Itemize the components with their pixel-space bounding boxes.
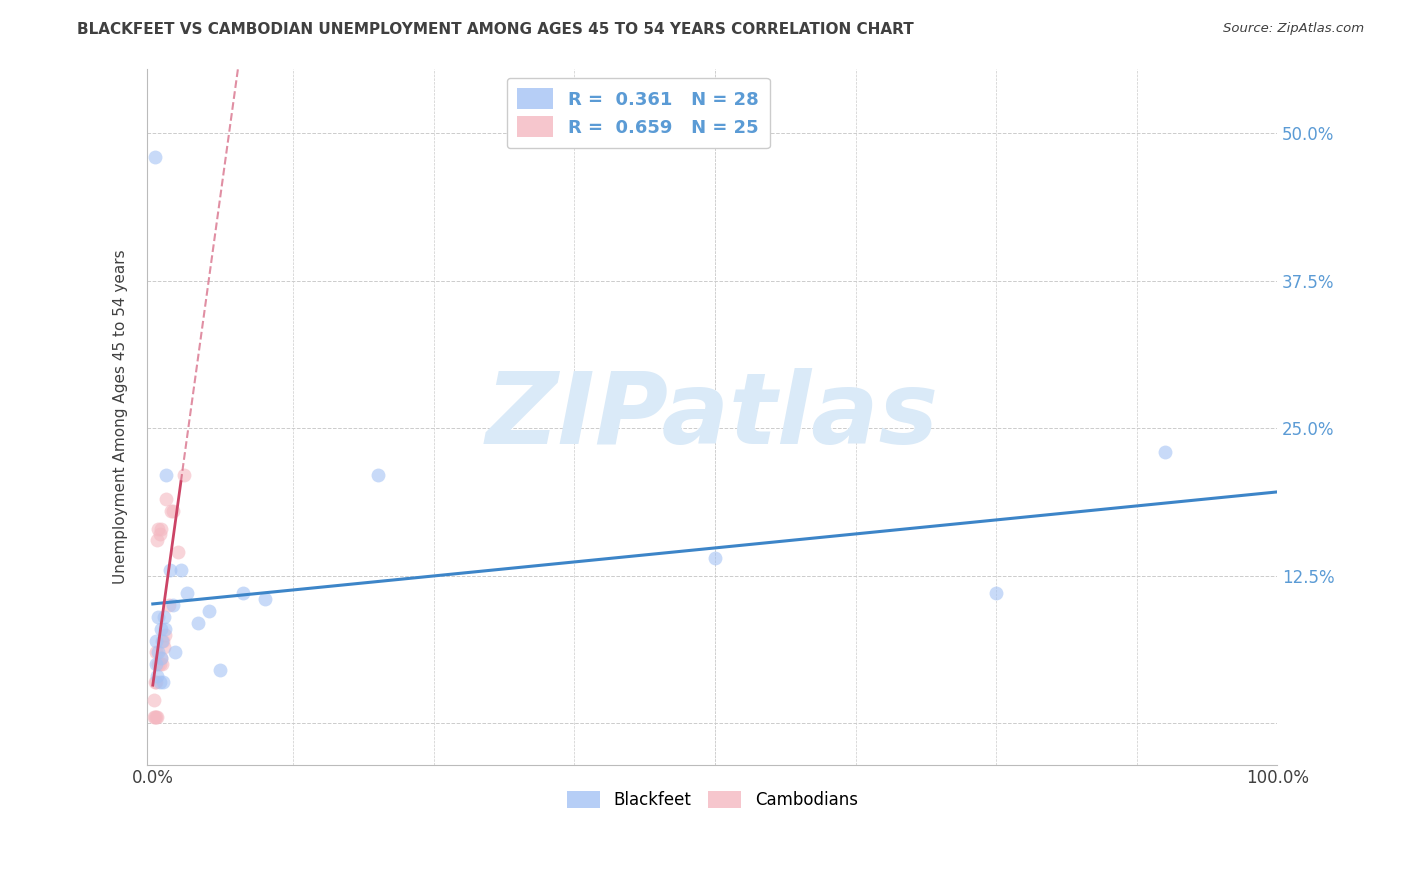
Point: [173, 468, 195, 483]
Point: [149, 651, 172, 665]
Point: [159, 504, 181, 518]
Point: [145, 675, 167, 690]
Point: [143, 710, 166, 724]
Point: [232, 586, 254, 600]
Point: [198, 604, 221, 618]
Point: [149, 522, 172, 536]
Point: [153, 640, 176, 654]
Point: [367, 468, 389, 483]
Point: [1153, 445, 1175, 459]
Point: [986, 586, 1008, 600]
Point: [148, 645, 170, 659]
Point: [148, 657, 170, 672]
Point: [187, 615, 209, 630]
Point: [145, 657, 167, 672]
Point: [155, 492, 177, 507]
Point: [148, 610, 170, 624]
Text: Source: ZipAtlas.com: Source: ZipAtlas.com: [1223, 22, 1364, 36]
Point: [152, 675, 174, 690]
Point: [145, 710, 167, 724]
Legend: Blackfeet, Cambodians: Blackfeet, Cambodians: [560, 784, 865, 815]
Point: [153, 610, 176, 624]
Point: [149, 622, 172, 636]
Point: [145, 633, 167, 648]
Text: BLACKFEET VS CAMBODIAN UNEMPLOYMENT AMONG AGES 45 TO 54 YEARS CORRELATION CHART: BLACKFEET VS CAMBODIAN UNEMPLOYMENT AMON…: [77, 22, 914, 37]
Point: [148, 657, 170, 672]
Point: [153, 628, 176, 642]
Point: [157, 599, 180, 613]
Point: [152, 633, 174, 648]
Point: [149, 651, 172, 665]
Point: [146, 533, 169, 548]
Point: [143, 150, 166, 164]
Point: [162, 599, 184, 613]
Point: [143, 675, 166, 690]
Point: [150, 657, 173, 672]
Point: [162, 504, 184, 518]
Point: [148, 527, 170, 541]
Point: [155, 468, 177, 483]
Point: [145, 645, 167, 659]
Point: [209, 663, 232, 677]
Point: [146, 710, 169, 724]
Point: [150, 633, 173, 648]
Point: [146, 669, 169, 683]
Point: [148, 522, 170, 536]
Point: [159, 563, 181, 577]
Y-axis label: Unemployment Among Ages 45 to 54 years: Unemployment Among Ages 45 to 54 years: [114, 249, 128, 584]
Point: [142, 692, 165, 706]
Point: [142, 710, 165, 724]
Point: [704, 551, 727, 566]
Point: [166, 545, 188, 559]
Text: ZIPatlas: ZIPatlas: [485, 368, 939, 465]
Point: [153, 622, 176, 636]
Point: [148, 675, 170, 690]
Point: [254, 592, 277, 607]
Point: [170, 563, 193, 577]
Point: [165, 645, 187, 659]
Point: [176, 586, 198, 600]
